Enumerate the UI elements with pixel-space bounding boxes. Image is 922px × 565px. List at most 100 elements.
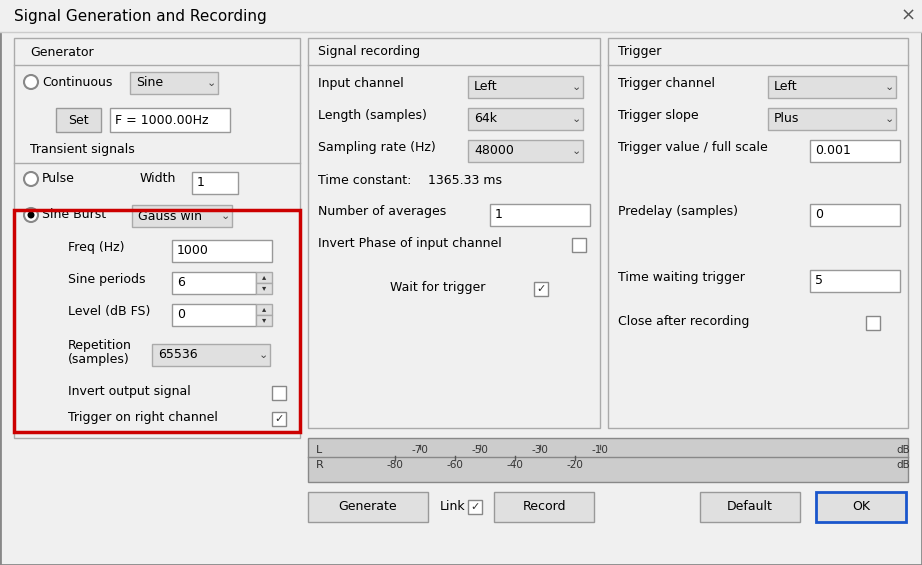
Bar: [816, 492, 906, 522]
Bar: [0, 0, 922, 32]
Bar: [308, 438, 908, 482]
Text: -50: -50: [471, 445, 489, 455]
Text: 6: 6: [177, 276, 185, 289]
Bar: [534, 282, 548, 296]
Text: Transient signals: Transient signals: [30, 144, 135, 157]
Text: Set: Set: [67, 114, 89, 127]
Text: Input channel: Input channel: [318, 77, 404, 90]
Bar: [256, 315, 272, 326]
Bar: [130, 72, 218, 94]
Text: Invert output signal: Invert output signal: [68, 385, 191, 398]
Text: Sine: Sine: [136, 76, 163, 89]
Text: ⌄: ⌄: [220, 211, 230, 221]
Text: -60: -60: [446, 460, 464, 470]
Text: ⌄: ⌄: [572, 82, 581, 92]
Text: Continuous: Continuous: [42, 76, 112, 89]
Circle shape: [24, 75, 38, 89]
Text: 1: 1: [197, 176, 205, 189]
Bar: [468, 140, 583, 162]
Text: 0: 0: [815, 208, 823, 221]
Text: Time constant:: Time constant:: [318, 173, 411, 186]
Bar: [768, 108, 896, 130]
Text: -30: -30: [532, 445, 549, 455]
Text: 1365.33 ms: 1365.33 ms: [428, 173, 502, 186]
Text: Trigger channel: Trigger channel: [618, 77, 715, 90]
Bar: [110, 108, 230, 132]
Text: Sampling rate (Hz): Sampling rate (Hz): [318, 141, 436, 154]
Bar: [152, 344, 270, 366]
Text: ⌄: ⌄: [572, 146, 581, 156]
Bar: [468, 76, 583, 98]
Text: (samples): (samples): [68, 354, 130, 367]
Text: Repetition: Repetition: [68, 340, 132, 353]
Text: ✓: ✓: [470, 502, 479, 512]
Text: ×: ×: [901, 7, 916, 25]
Text: Signal Generation and Recording: Signal Generation and Recording: [14, 8, 266, 24]
Text: ▴: ▴: [262, 272, 266, 281]
Bar: [308, 38, 600, 428]
Circle shape: [28, 211, 34, 219]
Text: Trigger slope: Trigger slope: [618, 110, 699, 123]
Text: Plus: Plus: [774, 112, 799, 125]
Bar: [172, 240, 272, 262]
Text: Generator: Generator: [30, 46, 94, 59]
Text: 64k: 64k: [474, 112, 497, 125]
Text: OK: OK: [852, 501, 870, 514]
Text: 0: 0: [177, 308, 185, 321]
Text: Invert Phase of input channel: Invert Phase of input channel: [318, 237, 502, 250]
Text: ✓: ✓: [537, 284, 546, 294]
Bar: [256, 272, 272, 283]
Circle shape: [24, 172, 38, 186]
Text: 65536: 65536: [158, 349, 197, 362]
Text: ▴: ▴: [262, 305, 266, 314]
Text: 5: 5: [815, 275, 823, 288]
Text: Sine Burst: Sine Burst: [42, 208, 106, 221]
Bar: [192, 172, 238, 194]
Text: Link: Link: [440, 501, 466, 514]
Bar: [572, 238, 586, 252]
Text: Freq (Hz): Freq (Hz): [68, 241, 124, 254]
Bar: [308, 492, 428, 522]
Text: 1: 1: [495, 208, 502, 221]
Text: F = 1000.00Hz: F = 1000.00Hz: [115, 114, 208, 127]
Bar: [810, 140, 900, 162]
Circle shape: [24, 208, 38, 222]
Text: Generate: Generate: [338, 501, 397, 514]
Bar: [768, 76, 896, 98]
Text: Gauss win: Gauss win: [138, 210, 202, 223]
Text: -40: -40: [506, 460, 524, 470]
Text: -20: -20: [566, 460, 584, 470]
Text: Left: Left: [474, 80, 498, 93]
Text: Length (samples): Length (samples): [318, 110, 427, 123]
Text: R: R: [316, 460, 324, 470]
Text: Left: Left: [774, 80, 798, 93]
Text: Wait for trigger: Wait for trigger: [390, 281, 485, 294]
Bar: [494, 492, 594, 522]
Text: Time waiting trigger: Time waiting trigger: [618, 272, 745, 285]
Bar: [172, 272, 256, 294]
Bar: [256, 304, 272, 315]
Text: Pulse: Pulse: [42, 172, 75, 185]
Text: Level (dB FS): Level (dB FS): [68, 306, 150, 319]
Text: ⌄: ⌄: [884, 82, 893, 92]
Text: Trigger value / full scale: Trigger value / full scale: [618, 141, 768, 154]
Text: Number of averages: Number of averages: [318, 206, 446, 219]
Bar: [700, 492, 800, 522]
Text: dB: dB: [896, 460, 910, 470]
Bar: [14, 210, 300, 432]
Text: 48000: 48000: [474, 145, 514, 158]
Text: L: L: [316, 445, 323, 455]
Text: Predelay (samples): Predelay (samples): [618, 206, 738, 219]
Text: 0.001: 0.001: [815, 145, 851, 158]
Text: -10: -10: [592, 445, 609, 455]
Bar: [272, 412, 286, 426]
Text: Record: Record: [522, 501, 566, 514]
Bar: [468, 500, 482, 514]
Text: ⌄: ⌄: [884, 114, 893, 124]
Bar: [172, 304, 256, 326]
Text: ⌄: ⌄: [207, 78, 216, 88]
Bar: [866, 316, 880, 330]
Text: -70: -70: [411, 445, 429, 455]
Text: Width: Width: [140, 172, 176, 185]
Text: ✓: ✓: [275, 414, 284, 424]
